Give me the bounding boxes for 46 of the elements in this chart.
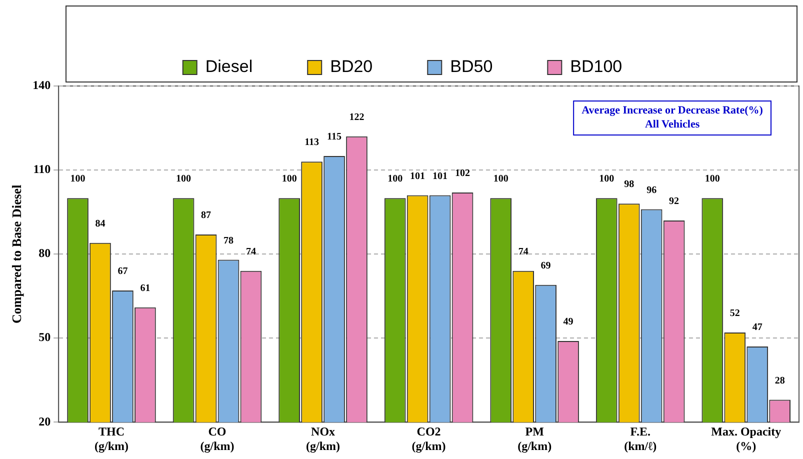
data-label: 96 xyxy=(646,184,657,196)
annotation: Average Increase or Decrease Rate(%) All Vehicles xyxy=(582,104,764,130)
x-tick-label: NOx (g/km) xyxy=(306,424,340,453)
data-label: 98 xyxy=(624,179,634,190)
data-label: 28 xyxy=(774,375,785,386)
data-label: 69 xyxy=(540,260,551,272)
y-tick-label: 140 xyxy=(32,78,51,92)
data-label: 74 xyxy=(246,246,256,258)
x-tick-label: CO (g/km) xyxy=(200,424,234,453)
data-label: 115 xyxy=(327,132,342,143)
legend-label: BD100 xyxy=(570,57,622,76)
y-tick-label: 20 xyxy=(38,414,51,428)
data-label: 100 xyxy=(704,174,720,185)
data-label: 122 xyxy=(349,112,364,124)
data-label: 74 xyxy=(518,246,528,258)
data-label: 67 xyxy=(118,266,128,278)
data-label: 84 xyxy=(95,218,106,230)
data-label: 100 xyxy=(70,174,86,185)
data-label: 61 xyxy=(140,282,150,294)
data-label: 101 xyxy=(410,170,426,182)
data-label: 100 xyxy=(493,174,508,185)
x-tick-label: PM (g/km) xyxy=(518,424,552,453)
y-tick-label: 50 xyxy=(38,330,51,344)
data-label: 78 xyxy=(223,235,234,246)
y-axis-title: Compared to Base Diesel xyxy=(9,184,24,324)
x-tick-label: F.E. (km/ℓ) xyxy=(624,424,657,453)
data-label: 52 xyxy=(730,308,740,320)
legend-label: BD20 xyxy=(330,57,373,76)
data-label: 102 xyxy=(455,168,470,180)
data-label: 100 xyxy=(599,174,614,185)
data-label: 101 xyxy=(432,170,448,182)
x-tick-label: THC (g/km) xyxy=(94,424,128,453)
data-label: 47 xyxy=(752,322,762,334)
y-tick-label: 80 xyxy=(38,246,51,260)
x-tick-label: CO2 (g/km) xyxy=(412,424,446,453)
data-label: 49 xyxy=(563,316,574,328)
data-label: 92 xyxy=(669,196,680,208)
data-label: 100 xyxy=(388,174,403,185)
y-tick-label: 110 xyxy=(33,162,51,176)
data-label: 113 xyxy=(304,137,320,148)
legend-label: BD50 xyxy=(450,57,493,76)
data-label: 87 xyxy=(201,210,212,222)
x-tick-label: Max. Opacity (%) xyxy=(711,424,782,453)
data-label: 100 xyxy=(176,174,192,185)
data-label: 100 xyxy=(282,174,297,185)
legend-label: Diesel xyxy=(205,57,253,76)
